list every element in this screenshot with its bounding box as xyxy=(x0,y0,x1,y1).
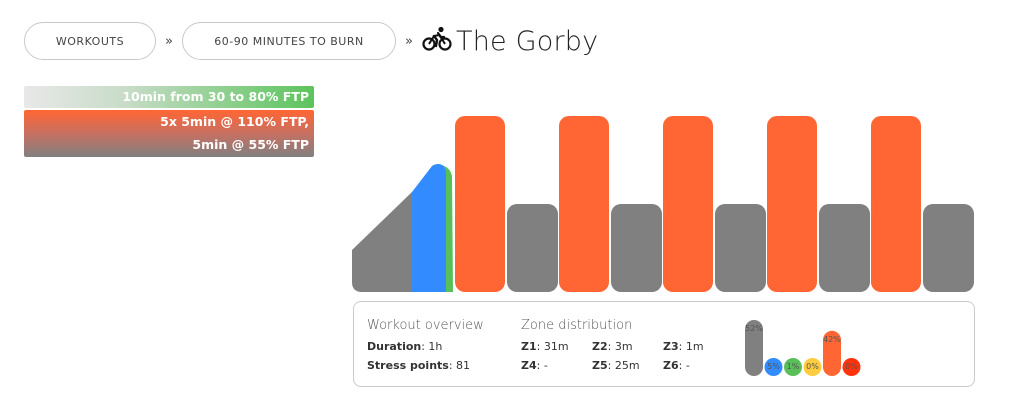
interval-bar xyxy=(455,116,505,292)
warmup-description: 10min from 30 to 80% FTP xyxy=(24,86,314,108)
page-title: The Gorby xyxy=(422,26,598,57)
zone-label: Z6 xyxy=(663,359,679,372)
workout-profile-chart xyxy=(352,110,976,292)
zone-label: Z5 xyxy=(592,359,608,372)
zone-label: Z4 xyxy=(521,359,537,372)
stress-label: Stress points xyxy=(367,359,449,372)
zone-value: : 1m xyxy=(678,340,704,353)
recovery-bar xyxy=(507,204,558,292)
zone-percent-label: 1% xyxy=(787,362,800,371)
duration-row: Duration: 1h xyxy=(367,340,442,353)
zone-row: Z4: - xyxy=(521,359,548,372)
zone-row: Z1: 31m xyxy=(521,340,569,353)
breadcrumb-separator: » xyxy=(165,33,173,49)
zone-distribution-chart: 52% 5% 1% 0% 42% 0% xyxy=(744,316,864,378)
zone-row: Z2: 3m xyxy=(592,340,633,353)
zone-label: Z1 xyxy=(521,340,537,353)
zone-value: : - xyxy=(536,359,548,372)
recovery-bar xyxy=(611,204,662,292)
warmup-ramp-gray xyxy=(352,192,412,292)
recovery-bar xyxy=(923,204,974,292)
zone-bar xyxy=(823,330,841,376)
recovery-bar xyxy=(715,204,766,292)
duration-value: : 1h xyxy=(421,340,443,353)
zone-value: : 25m xyxy=(607,359,640,372)
zone-label: Z3 xyxy=(663,340,679,353)
zone-bar xyxy=(784,358,802,376)
zone-value: : 31m xyxy=(536,340,569,353)
cyclist-icon xyxy=(422,26,456,56)
breadcrumb-separator: » xyxy=(405,33,413,49)
zone-label: Z2 xyxy=(592,340,608,353)
interval-bar xyxy=(871,116,921,292)
zone-percent-label: 0% xyxy=(845,362,858,371)
duration-label: Duration xyxy=(367,340,422,353)
overview-title: Workout overview xyxy=(367,318,484,333)
zone-bar xyxy=(745,320,763,376)
zone-percent-label: 52% xyxy=(745,324,763,333)
workout-overview-panel: Workout overview Duration: 1h Stress poi… xyxy=(353,301,975,387)
interval-bar xyxy=(663,116,713,292)
zone-bar xyxy=(803,358,822,376)
zone-row: Z6: - xyxy=(663,359,690,372)
intervals-line: 5x 5min @ 110% FTP, xyxy=(160,114,309,129)
zone-bar xyxy=(842,358,861,376)
recovery-bar xyxy=(819,204,870,292)
workout-title: The Gorby xyxy=(456,25,599,57)
interval-bar xyxy=(559,116,609,292)
recovery-line: 5min @ 55% FTP xyxy=(192,137,309,152)
breadcrumb: WORKOUTS » 60-90 MINUTES TO BURN » The G… xyxy=(24,22,598,60)
stress-row: Stress points: 81 xyxy=(367,359,470,372)
zone-row: Z3: 1m xyxy=(663,340,704,353)
warmup-ramp-green xyxy=(444,166,453,292)
zone-value: : 3m xyxy=(607,340,633,353)
breadcrumb-category-button[interactable]: 60-90 MINUTES TO BURN xyxy=(182,22,396,60)
zone-percent-label: 42% xyxy=(823,335,841,344)
warmup-ramp-blue xyxy=(412,164,446,292)
stress-value: : 81 xyxy=(448,359,471,372)
zone-percent-label: 5% xyxy=(767,362,780,371)
breadcrumb-workouts-button[interactable]: WORKOUTS xyxy=(24,22,156,60)
interval-bar xyxy=(767,116,817,292)
zone-bar xyxy=(764,358,783,376)
zone-distribution-title: Zone distribution xyxy=(521,318,633,333)
zone-percent-label: 0% xyxy=(806,362,819,371)
zone-row: Z5: 25m xyxy=(592,359,640,372)
zone-value: : - xyxy=(678,359,690,372)
intervals-description: 5x 5min @ 110% FTP, 5min @ 55% FTP xyxy=(24,110,314,157)
